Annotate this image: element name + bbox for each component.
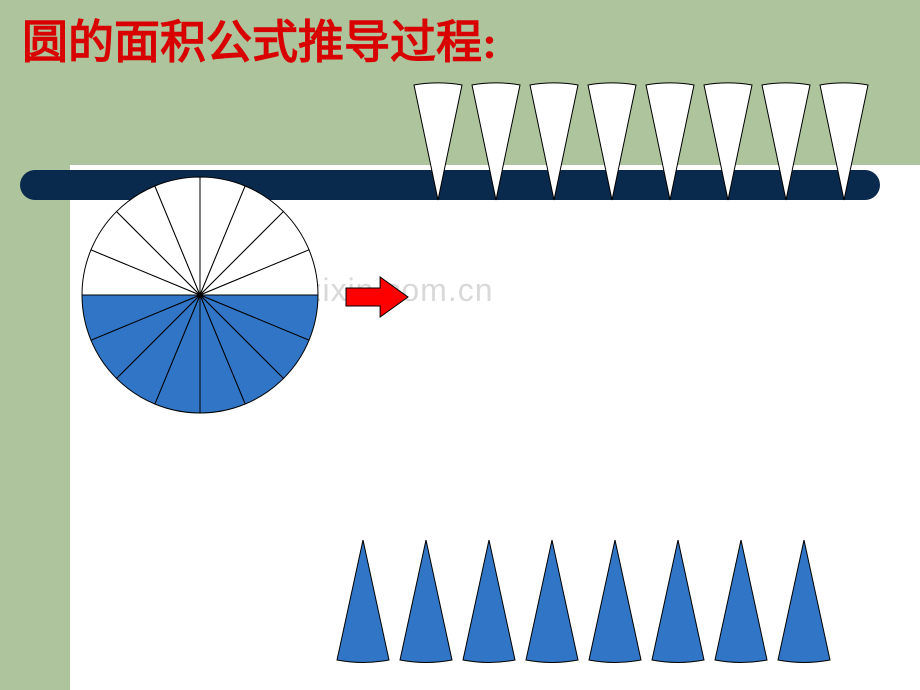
- pie-circle-diagram: [80, 175, 320, 415]
- top-wedge-row: [409, 65, 920, 215]
- arrow-right-icon: [344, 275, 410, 319]
- page-title: 圆的面积公式推导过程:: [22, 6, 497, 72]
- bottom-wedge-row: [332, 535, 898, 680]
